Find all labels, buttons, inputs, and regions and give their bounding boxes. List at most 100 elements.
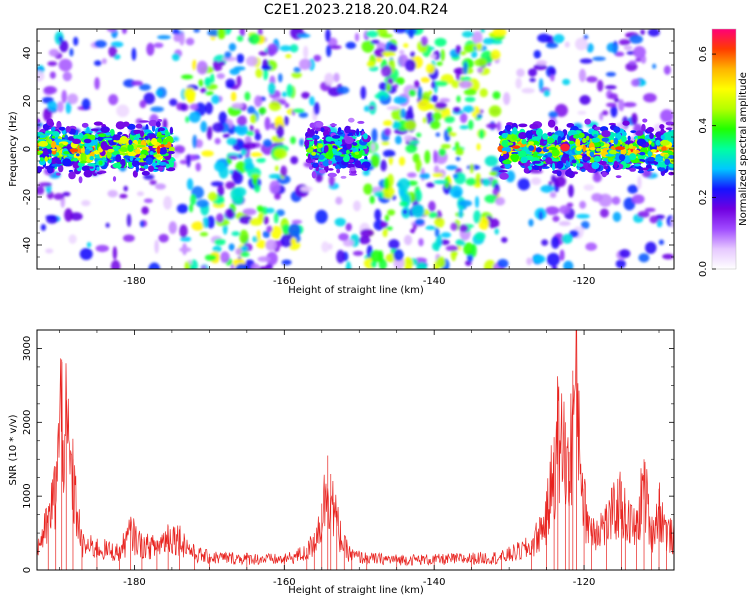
spectrogram-cell xyxy=(154,183,166,190)
spectrogram-cell xyxy=(228,243,235,251)
spectrogram-cell xyxy=(413,80,420,89)
spectrogram-cell xyxy=(431,94,438,103)
spectrogram-cell xyxy=(139,167,146,172)
spectrogram-cell xyxy=(641,123,646,132)
spectrogram-cell xyxy=(303,45,309,59)
spectrogram-cell xyxy=(668,162,674,168)
spectrogram-cell xyxy=(660,134,665,140)
spectrogram-cell xyxy=(546,137,555,144)
spectrogram-cell xyxy=(668,171,674,176)
spectrogram-cell xyxy=(358,235,371,245)
spectrogram-cell xyxy=(348,173,358,176)
spectrogram-cell xyxy=(90,128,99,132)
spectrogram-cell xyxy=(254,184,261,193)
spectrogram-cell xyxy=(153,42,164,48)
spectrogram-cell xyxy=(583,34,589,40)
spectrogram-cell xyxy=(558,220,571,226)
spectrogram-cell xyxy=(408,140,420,145)
spectrogram-cell xyxy=(451,79,461,89)
spectrogram-cell xyxy=(186,178,194,191)
spectrogram-cell xyxy=(323,145,329,153)
spectrogram-cell xyxy=(327,172,337,178)
spectrogram-cell xyxy=(605,102,617,108)
spectrogram-cell xyxy=(274,192,281,200)
spectrogram-cell xyxy=(618,99,625,112)
spectrogram-cell xyxy=(354,151,360,155)
spectrogram-cell xyxy=(670,216,674,229)
spectrogram-cell xyxy=(414,218,425,226)
spectrogram-cell xyxy=(665,127,673,131)
spectrogram-cell xyxy=(276,209,285,217)
spectrogram-cell xyxy=(374,208,382,221)
spectrogram-cell xyxy=(456,95,461,103)
spectrogram-cell xyxy=(523,167,530,174)
spectrogram-cell xyxy=(45,248,54,254)
spectrogram-cell xyxy=(516,68,525,77)
spectrogram-cell xyxy=(196,199,209,208)
spectrogram-cell xyxy=(586,76,598,83)
spectrogram-cell xyxy=(634,163,641,167)
spectrogram-cell xyxy=(58,58,73,72)
spectrogram-cell xyxy=(640,29,645,35)
spectrogram-cell xyxy=(554,103,568,117)
spectrogram-cell xyxy=(329,45,342,50)
spectrogram-cell xyxy=(106,29,117,33)
spectrogram-cell xyxy=(290,237,297,246)
spectrogram-cell xyxy=(244,91,251,101)
spectrogram-cell xyxy=(462,105,475,113)
spectrogram-cell xyxy=(392,121,401,129)
spectrogram-cell xyxy=(149,151,154,156)
spectrogram-cell xyxy=(591,137,601,143)
spectrogram-cell xyxy=(123,79,136,88)
spectrogram-cell xyxy=(586,150,590,156)
spectrogram-cell xyxy=(290,156,299,165)
spectrogram-cell xyxy=(214,238,226,246)
spectrogram-cell xyxy=(642,118,648,123)
spectrogram-cell xyxy=(599,208,609,218)
spectrogram-cell xyxy=(209,73,215,84)
spectrogram-cell xyxy=(173,145,186,154)
spectrogram-cell xyxy=(327,37,338,48)
spectrogram-cell xyxy=(363,183,373,195)
spectrogram-cell xyxy=(337,132,343,135)
spectrogram-cell xyxy=(191,221,205,231)
spectrogram-cell xyxy=(385,83,391,92)
spectrogram-cell xyxy=(206,215,215,229)
spectrogram-cell xyxy=(436,256,446,269)
spectrogram-cell xyxy=(639,151,646,156)
spectrogram-cell xyxy=(541,239,549,246)
spectrogram-cell xyxy=(239,229,249,244)
spectrogram-cell xyxy=(141,206,149,215)
spectrogram-cell xyxy=(498,169,508,173)
spectrogram-cell xyxy=(405,144,418,154)
spectrogram-cell xyxy=(101,143,110,151)
spectrogram-cell xyxy=(334,217,346,227)
spectrogram-cell xyxy=(471,50,478,59)
spectrogram-cell xyxy=(324,72,334,86)
spectrogram-cell xyxy=(518,131,528,140)
spectrogram-cell xyxy=(621,135,627,143)
spectrogram-cell xyxy=(329,123,337,127)
spectrogram-cell xyxy=(353,200,361,212)
spectrogram-cell xyxy=(345,261,352,269)
snr-panel: -180 -160 -140 -120 0 1000 2000 3000 Height of … xyxy=(8,329,675,596)
spectrogram-cell xyxy=(551,236,560,249)
spectrogram-cell xyxy=(614,97,620,103)
spectrogram-cell xyxy=(383,177,390,190)
spectrogram-cell xyxy=(168,146,175,153)
spectrogram-cell xyxy=(601,171,607,178)
spectrogram-cell xyxy=(37,66,45,72)
spectrogram-cell xyxy=(89,156,94,161)
spectrogram-cell xyxy=(283,115,289,126)
spectrogram-cell xyxy=(474,58,488,67)
spectrogram-cell xyxy=(458,224,469,233)
spectrogram-cell xyxy=(362,169,370,176)
spectrogram-cell xyxy=(93,121,103,126)
spectrogram-cell xyxy=(83,169,93,178)
spectrogram-cell xyxy=(435,80,448,87)
spectrogram-hotspot xyxy=(609,149,618,155)
spectrogram-cell xyxy=(578,68,587,83)
spectrogram-cell xyxy=(542,133,548,140)
spectrogram-cell xyxy=(58,164,64,173)
spectrogram-cell xyxy=(501,132,508,139)
